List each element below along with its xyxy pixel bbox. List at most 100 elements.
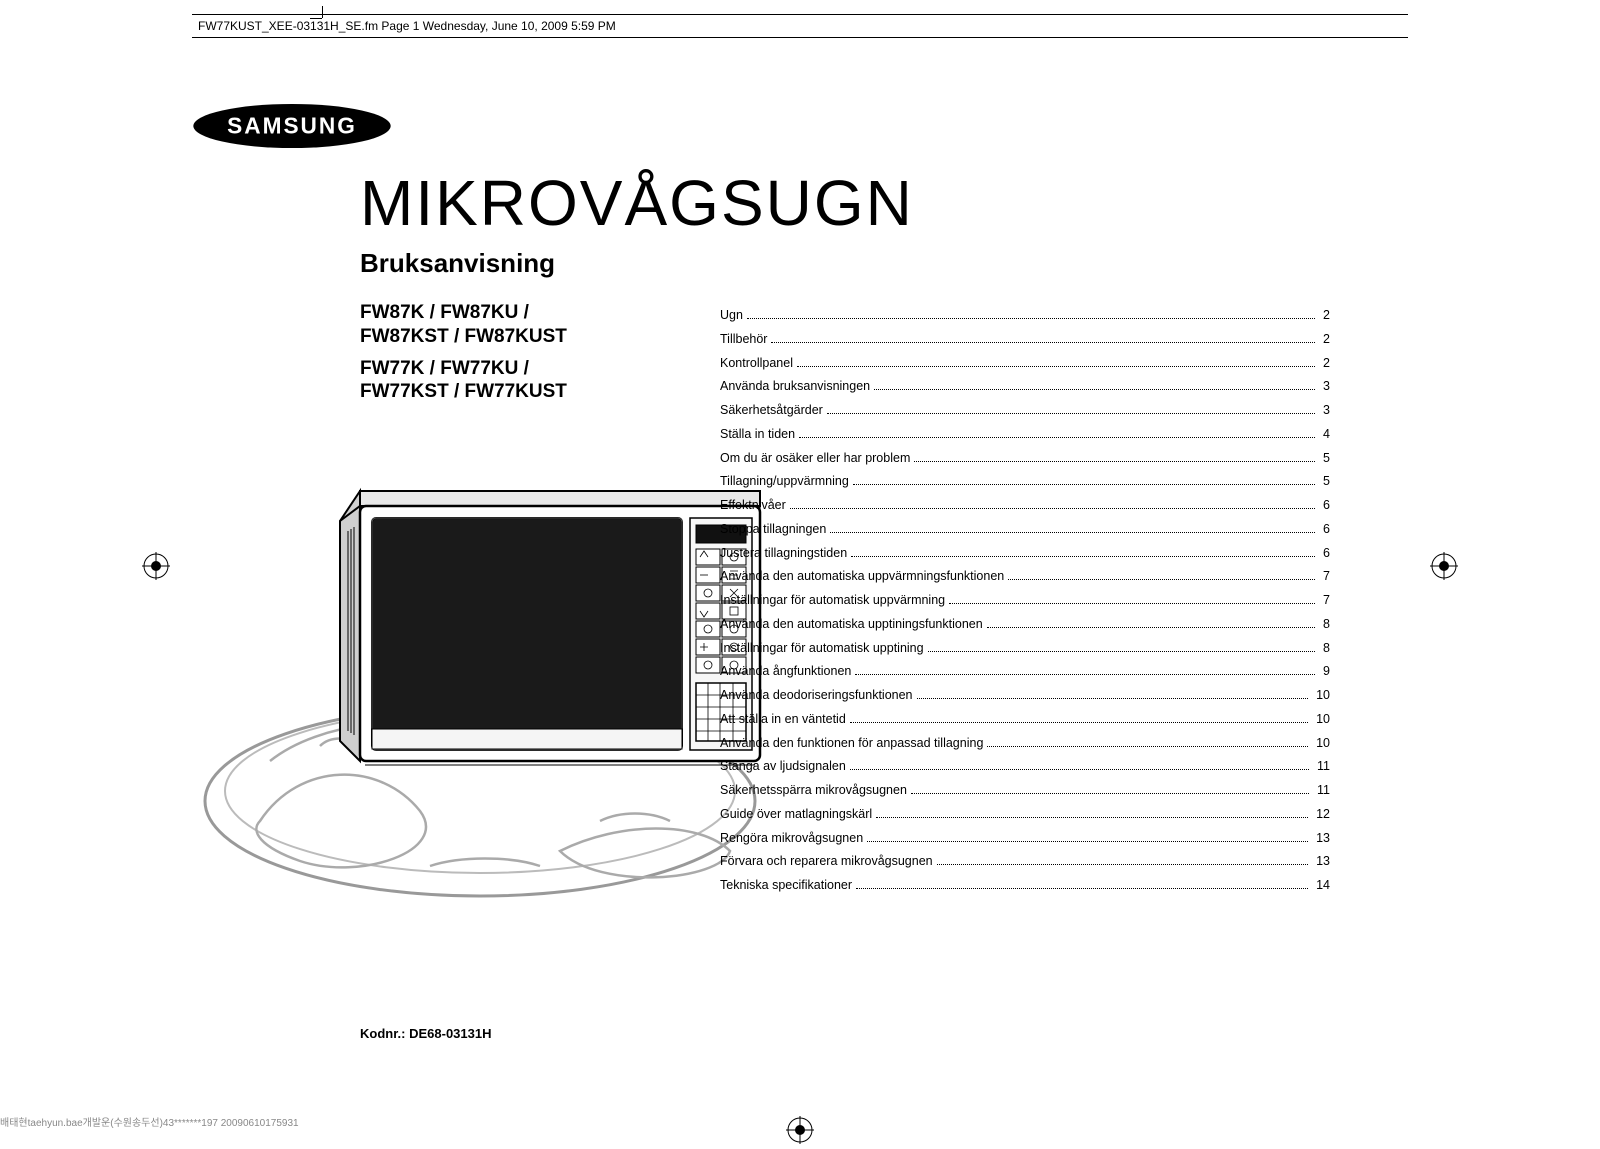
toc-label: Använda den automatiska uppvärmningsfunk…: [720, 565, 1004, 589]
toc-entry: Säkerhetsåtgärder 3: [720, 399, 1330, 423]
toc-page-number: 5: [1319, 447, 1330, 471]
toc-entry: Ugn2: [720, 304, 1330, 328]
toc-page-number: 11: [1313, 779, 1330, 803]
model-numbers: FW87K / FW87KU / FW87KST / FW87KUST FW77…: [360, 301, 567, 404]
toc-label: Att ställa in en väntetid: [720, 708, 846, 732]
toc-label: Justera tillagningstiden: [720, 542, 847, 566]
toc-leader-dots: [1008, 579, 1315, 580]
toc-label: Använda bruksanvisningen: [720, 375, 870, 399]
toc-entry: Säkerhetsspärra mikrovågsugnen 11: [720, 779, 1330, 803]
toc-page-number: 3: [1319, 375, 1330, 399]
toc-page-number: 10: [1312, 684, 1330, 708]
toc-label: Säkerhetsspärra mikrovågsugnen: [720, 779, 907, 803]
toc-label: Tekniska specifikationer: [720, 874, 852, 898]
document-subtitle: Bruksanvisning: [360, 248, 555, 279]
toc-entry: Använda deodoriseringsfunktionen 10: [720, 684, 1330, 708]
toc-entry: Stoppa tillagningen 6: [720, 518, 1330, 542]
toc-leader-dots: [799, 437, 1315, 438]
toc-page-number: 8: [1319, 613, 1330, 637]
toc-label: Inställningar för automatisk upptining: [720, 637, 924, 661]
toc-page-number: 12: [1312, 803, 1330, 827]
toc-leader-dots: [855, 674, 1315, 675]
toc-page-number: 6: [1319, 518, 1330, 542]
toc-entry: Kontrollpanel 2: [720, 352, 1330, 376]
toc-leader-dots: [853, 484, 1315, 485]
toc-page-number: 2: [1319, 328, 1330, 352]
svg-text:SAMSUNG: SAMSUNG: [227, 112, 357, 138]
toc-leader-dots: [911, 793, 1309, 794]
toc-page-number: 7: [1319, 565, 1330, 589]
toc-leader-dots: [747, 318, 1315, 319]
toc-page-number: 10: [1312, 708, 1330, 732]
toc-leader-dots: [790, 508, 1315, 509]
toc-page-number: 2: [1319, 304, 1330, 328]
toc-entry: Tillbehör2: [720, 328, 1330, 352]
toc-page-number: 2: [1319, 352, 1330, 376]
toc-label: Guide över matlagningskärl: [720, 803, 872, 827]
toc-leader-dots: [850, 769, 1309, 770]
footer-metadata: 배태현taehyun.bae개발운(수원송두선)43*******197 200…: [0, 1114, 299, 1129]
toc-page-number: 7: [1319, 589, 1330, 613]
toc-leader-dots: [914, 461, 1315, 462]
toc-label: Ställa in tiden: [720, 423, 795, 447]
toc-entry: Tekniska specifikationer 14: [720, 874, 1330, 898]
toc-entry: Guide över matlagningskärl 12: [720, 803, 1330, 827]
code-number: Kodnr.: DE68-03131H: [360, 1026, 492, 1041]
toc-page-number: 5: [1319, 470, 1330, 494]
toc-leader-dots: [917, 698, 1309, 699]
toc-page-number: 3: [1319, 399, 1330, 423]
toc-label: Använda den automatiska upptiningsfunkti…: [720, 613, 983, 637]
toc-page-number: 11: [1313, 755, 1330, 779]
toc-page-number: 13: [1312, 827, 1330, 851]
toc-label: Använda deodoriseringsfunktionen: [720, 684, 913, 708]
toc-label: Säkerhetsåtgärder: [720, 399, 823, 423]
toc-leader-dots: [851, 556, 1315, 557]
toc-leader-dots: [867, 841, 1308, 842]
registration-mark-icon: [142, 552, 170, 580]
toc-leader-dots: [949, 603, 1315, 604]
toc-entry: Om du är osäker eller har problem 5: [720, 447, 1330, 471]
toc-leader-dots: [856, 888, 1308, 889]
product-illustration: [200, 461, 800, 901]
toc-entry: Stänga av ljudsignalen 11: [720, 755, 1330, 779]
toc-label: Inställningar för automatisk uppvärmning: [720, 589, 945, 613]
toc-entry: Använda ångfunktionen9: [720, 660, 1330, 684]
toc-entry: Använda den automatiska upptiningsfunkti…: [720, 613, 1330, 637]
toc-entry: Att ställa in en väntetid 10: [720, 708, 1330, 732]
toc-entry: Rengöra mikrovågsugnen 13: [720, 827, 1330, 851]
toc-label: Om du är osäker eller har problem: [720, 447, 910, 471]
samsung-logo: SAMSUNG: [192, 100, 392, 157]
registration-mark-icon: [786, 1116, 814, 1144]
toc-entry: Använda den automatiska uppvärmningsfunk…: [720, 565, 1330, 589]
toc-leader-dots: [928, 651, 1315, 652]
toc-label: Stoppa tillagningen: [720, 518, 826, 542]
manual-page: FW77KUST_XEE-03131H_SE.fm Page 1 Wednesd…: [160, 6, 1440, 1126]
toc-label: Stänga av ljudsignalen: [720, 755, 846, 779]
toc-label: Kontrollpanel: [720, 352, 793, 376]
toc-page-number: 14: [1312, 874, 1330, 898]
toc-page-number: 8: [1319, 637, 1330, 661]
registration-mark-icon: [1430, 552, 1458, 580]
toc-label: Effektnivåer: [720, 494, 786, 518]
toc-leader-dots: [987, 627, 1315, 628]
toc-leader-dots: [827, 413, 1315, 414]
model-line: FW77K / FW77KU /: [360, 357, 567, 381]
toc-label: Rengöra mikrovågsugnen: [720, 827, 863, 851]
toc-page-number: 6: [1319, 542, 1330, 566]
toc-entry: Förvara och reparera mikrovågsugnen13: [720, 850, 1330, 874]
toc-leader-dots: [987, 746, 1308, 747]
toc-leader-dots: [771, 342, 1315, 343]
toc-label: Tillagning/uppvärmning: [720, 470, 849, 494]
toc-entry: Inställningar för automatisk upptining 8: [720, 637, 1330, 661]
toc-leader-dots: [874, 389, 1315, 390]
toc-entry: Effektnivåer 6: [720, 494, 1330, 518]
toc-page-number: 6: [1319, 494, 1330, 518]
toc-entry: Använda den funktionen för anpassad till…: [720, 732, 1330, 756]
toc-label: Använda den funktionen för anpassad till…: [720, 732, 983, 756]
file-header: FW77KUST_XEE-03131H_SE.fm Page 1 Wednesd…: [192, 14, 1408, 38]
toc-entry: Ställa in tiden4: [720, 423, 1330, 447]
model-line: FW77KST / FW77KUST: [360, 380, 567, 404]
toc-leader-dots: [850, 722, 1308, 723]
toc-leader-dots: [830, 532, 1315, 533]
model-line: FW87KST / FW87KUST: [360, 325, 567, 349]
